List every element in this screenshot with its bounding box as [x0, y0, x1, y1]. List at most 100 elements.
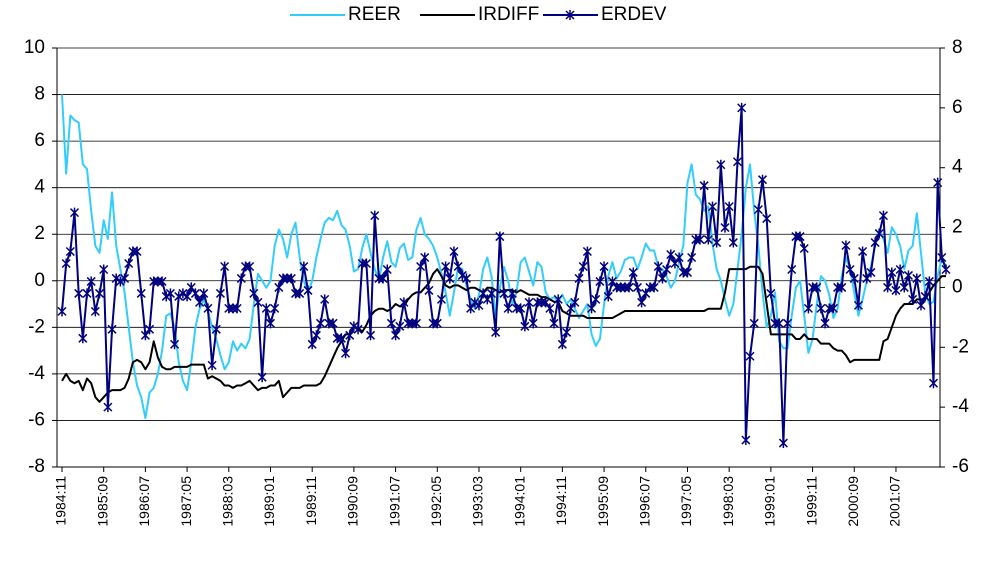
marker — [457, 270, 467, 281]
marker — [424, 285, 434, 296]
marker — [265, 318, 276, 329]
marker — [382, 264, 392, 275]
marker — [816, 303, 826, 314]
marker — [941, 264, 951, 275]
marker — [703, 234, 713, 245]
marker — [653, 261, 663, 272]
x-tick-label: 1987:05 — [178, 476, 194, 527]
marker — [837, 282, 847, 293]
marker — [345, 330, 355, 341]
y-tick-label: -8 — [28, 456, 45, 477]
marker — [99, 264, 109, 275]
marker — [499, 288, 509, 299]
marker — [787, 264, 797, 275]
x-tick-label: 1985:09 — [94, 476, 110, 527]
marker — [111, 273, 121, 284]
marker — [924, 276, 934, 287]
marker — [707, 201, 718, 212]
marker — [445, 273, 455, 284]
marker — [466, 303, 476, 314]
marker — [195, 297, 205, 308]
marker — [582, 246, 592, 257]
marker — [587, 303, 597, 314]
x-tick-label: 2000:09 — [845, 476, 861, 527]
marker — [557, 339, 567, 350]
marker — [86, 276, 96, 287]
marker — [757, 174, 768, 185]
marker — [737, 102, 747, 113]
y2-tick-label: 0 — [952, 276, 963, 297]
marker — [416, 261, 426, 272]
marker — [199, 288, 209, 299]
marker — [853, 300, 863, 311]
marker — [591, 294, 601, 305]
marker — [161, 291, 171, 302]
marker — [370, 210, 380, 221]
marker — [724, 201, 734, 212]
marker — [411, 318, 421, 329]
marker — [795, 231, 805, 242]
x-tick-label: 2001:07 — [887, 476, 903, 527]
marker — [165, 288, 175, 299]
marker — [186, 282, 196, 293]
y2-tick-label: -2 — [952, 336, 969, 357]
marker — [449, 246, 459, 257]
marker — [820, 318, 830, 329]
marker — [516, 303, 526, 314]
y-tick-label: 10 — [24, 37, 45, 58]
marker — [828, 303, 838, 314]
marker — [503, 303, 513, 314]
marker — [257, 372, 267, 383]
x-tick-label: 1999:11 — [803, 476, 819, 526]
marker — [436, 294, 446, 305]
marker — [69, 207, 80, 218]
marker — [303, 285, 313, 296]
marker — [766, 288, 776, 299]
marker — [395, 321, 405, 332]
y2-tick-label: 6 — [952, 97, 963, 118]
marker — [261, 303, 271, 314]
marker — [124, 258, 134, 269]
marker — [541, 297, 551, 308]
marker — [862, 273, 872, 284]
y-tick-label: -4 — [28, 363, 45, 384]
marker — [236, 273, 246, 284]
marker — [286, 273, 296, 284]
marker — [461, 273, 472, 284]
x-tick-label: 1996:07 — [636, 476, 652, 527]
legend-marker — [565, 10, 575, 20]
marker — [107, 324, 117, 335]
marker — [65, 246, 75, 257]
marker — [732, 156, 743, 167]
y2-tick-label: 8 — [952, 37, 963, 58]
marker — [887, 267, 897, 278]
marker — [115, 276, 125, 287]
marker — [249, 288, 259, 299]
marker — [482, 294, 492, 305]
marker — [741, 435, 751, 446]
marker — [920, 291, 930, 302]
marker — [253, 297, 263, 308]
legend-label: IRDIFF — [478, 4, 539, 25]
marker — [870, 237, 880, 248]
marker — [366, 330, 376, 341]
marker — [220, 261, 230, 272]
marker — [61, 258, 71, 269]
marker — [486, 288, 497, 299]
marker — [94, 288, 105, 299]
marker — [386, 318, 396, 329]
marker — [378, 273, 388, 284]
marker — [178, 288, 188, 299]
x-tick-label: 1994:11 — [553, 476, 569, 526]
marker — [866, 267, 876, 278]
marker — [553, 294, 563, 305]
marker — [937, 252, 947, 263]
marker — [603, 291, 613, 302]
y2-tick-label: 4 — [952, 157, 963, 178]
y-tick-label: 6 — [34, 130, 45, 151]
marker — [507, 288, 517, 299]
x-tick-label: 1986:07 — [136, 476, 152, 527]
y-tick-label: 4 — [34, 177, 45, 198]
marker — [845, 264, 855, 275]
